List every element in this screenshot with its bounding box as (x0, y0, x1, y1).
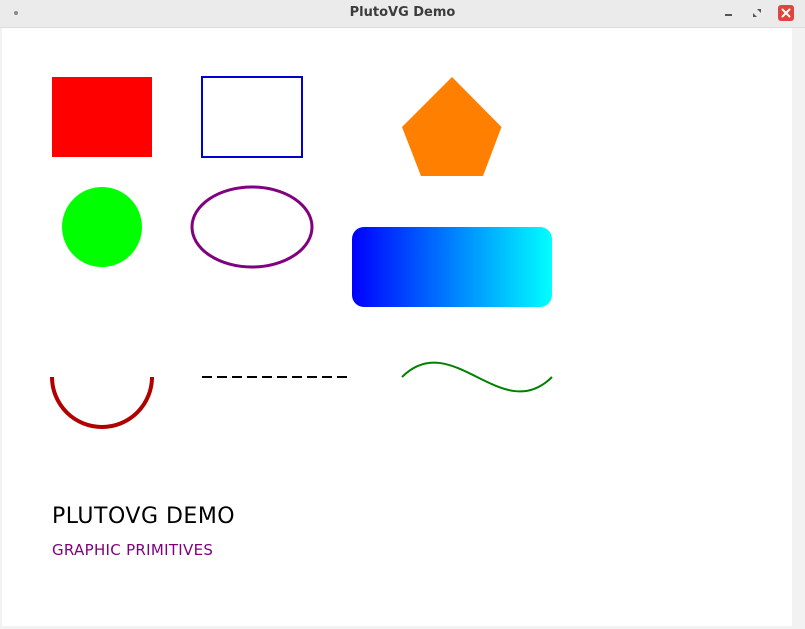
demo-subheading: GRAPHIC PRIMITIVES (52, 541, 214, 559)
pentagon (402, 77, 502, 176)
title-bar[interactable]: PlutoVG Demo (0, 0, 805, 28)
filled-rectangle (52, 77, 152, 157)
close-button[interactable] (778, 5, 794, 21)
red-arc (50, 376, 154, 429)
menu-dot-icon[interactable] (14, 11, 18, 15)
drawing-canvas: PLUTOVG DEMO GRAPHIC PRIMITIVES (2, 28, 792, 626)
filled-circle (62, 187, 142, 267)
window-title: PlutoVG Demo (349, 5, 456, 20)
maximize-button[interactable] (749, 5, 765, 21)
primitives-drawing (50, 76, 553, 429)
gradient-rounded-rectangle (352, 227, 552, 307)
minimize-button[interactable] (720, 5, 736, 21)
maximize-icon (753, 9, 761, 17)
wave-curve (401, 361, 553, 393)
stroked-ellipse (190, 185, 314, 269)
close-icon (781, 8, 791, 18)
stroked-rectangle (201, 76, 303, 158)
minimize-icon (724, 14, 732, 16)
demo-heading: PLUTOVG DEMO (52, 504, 236, 529)
